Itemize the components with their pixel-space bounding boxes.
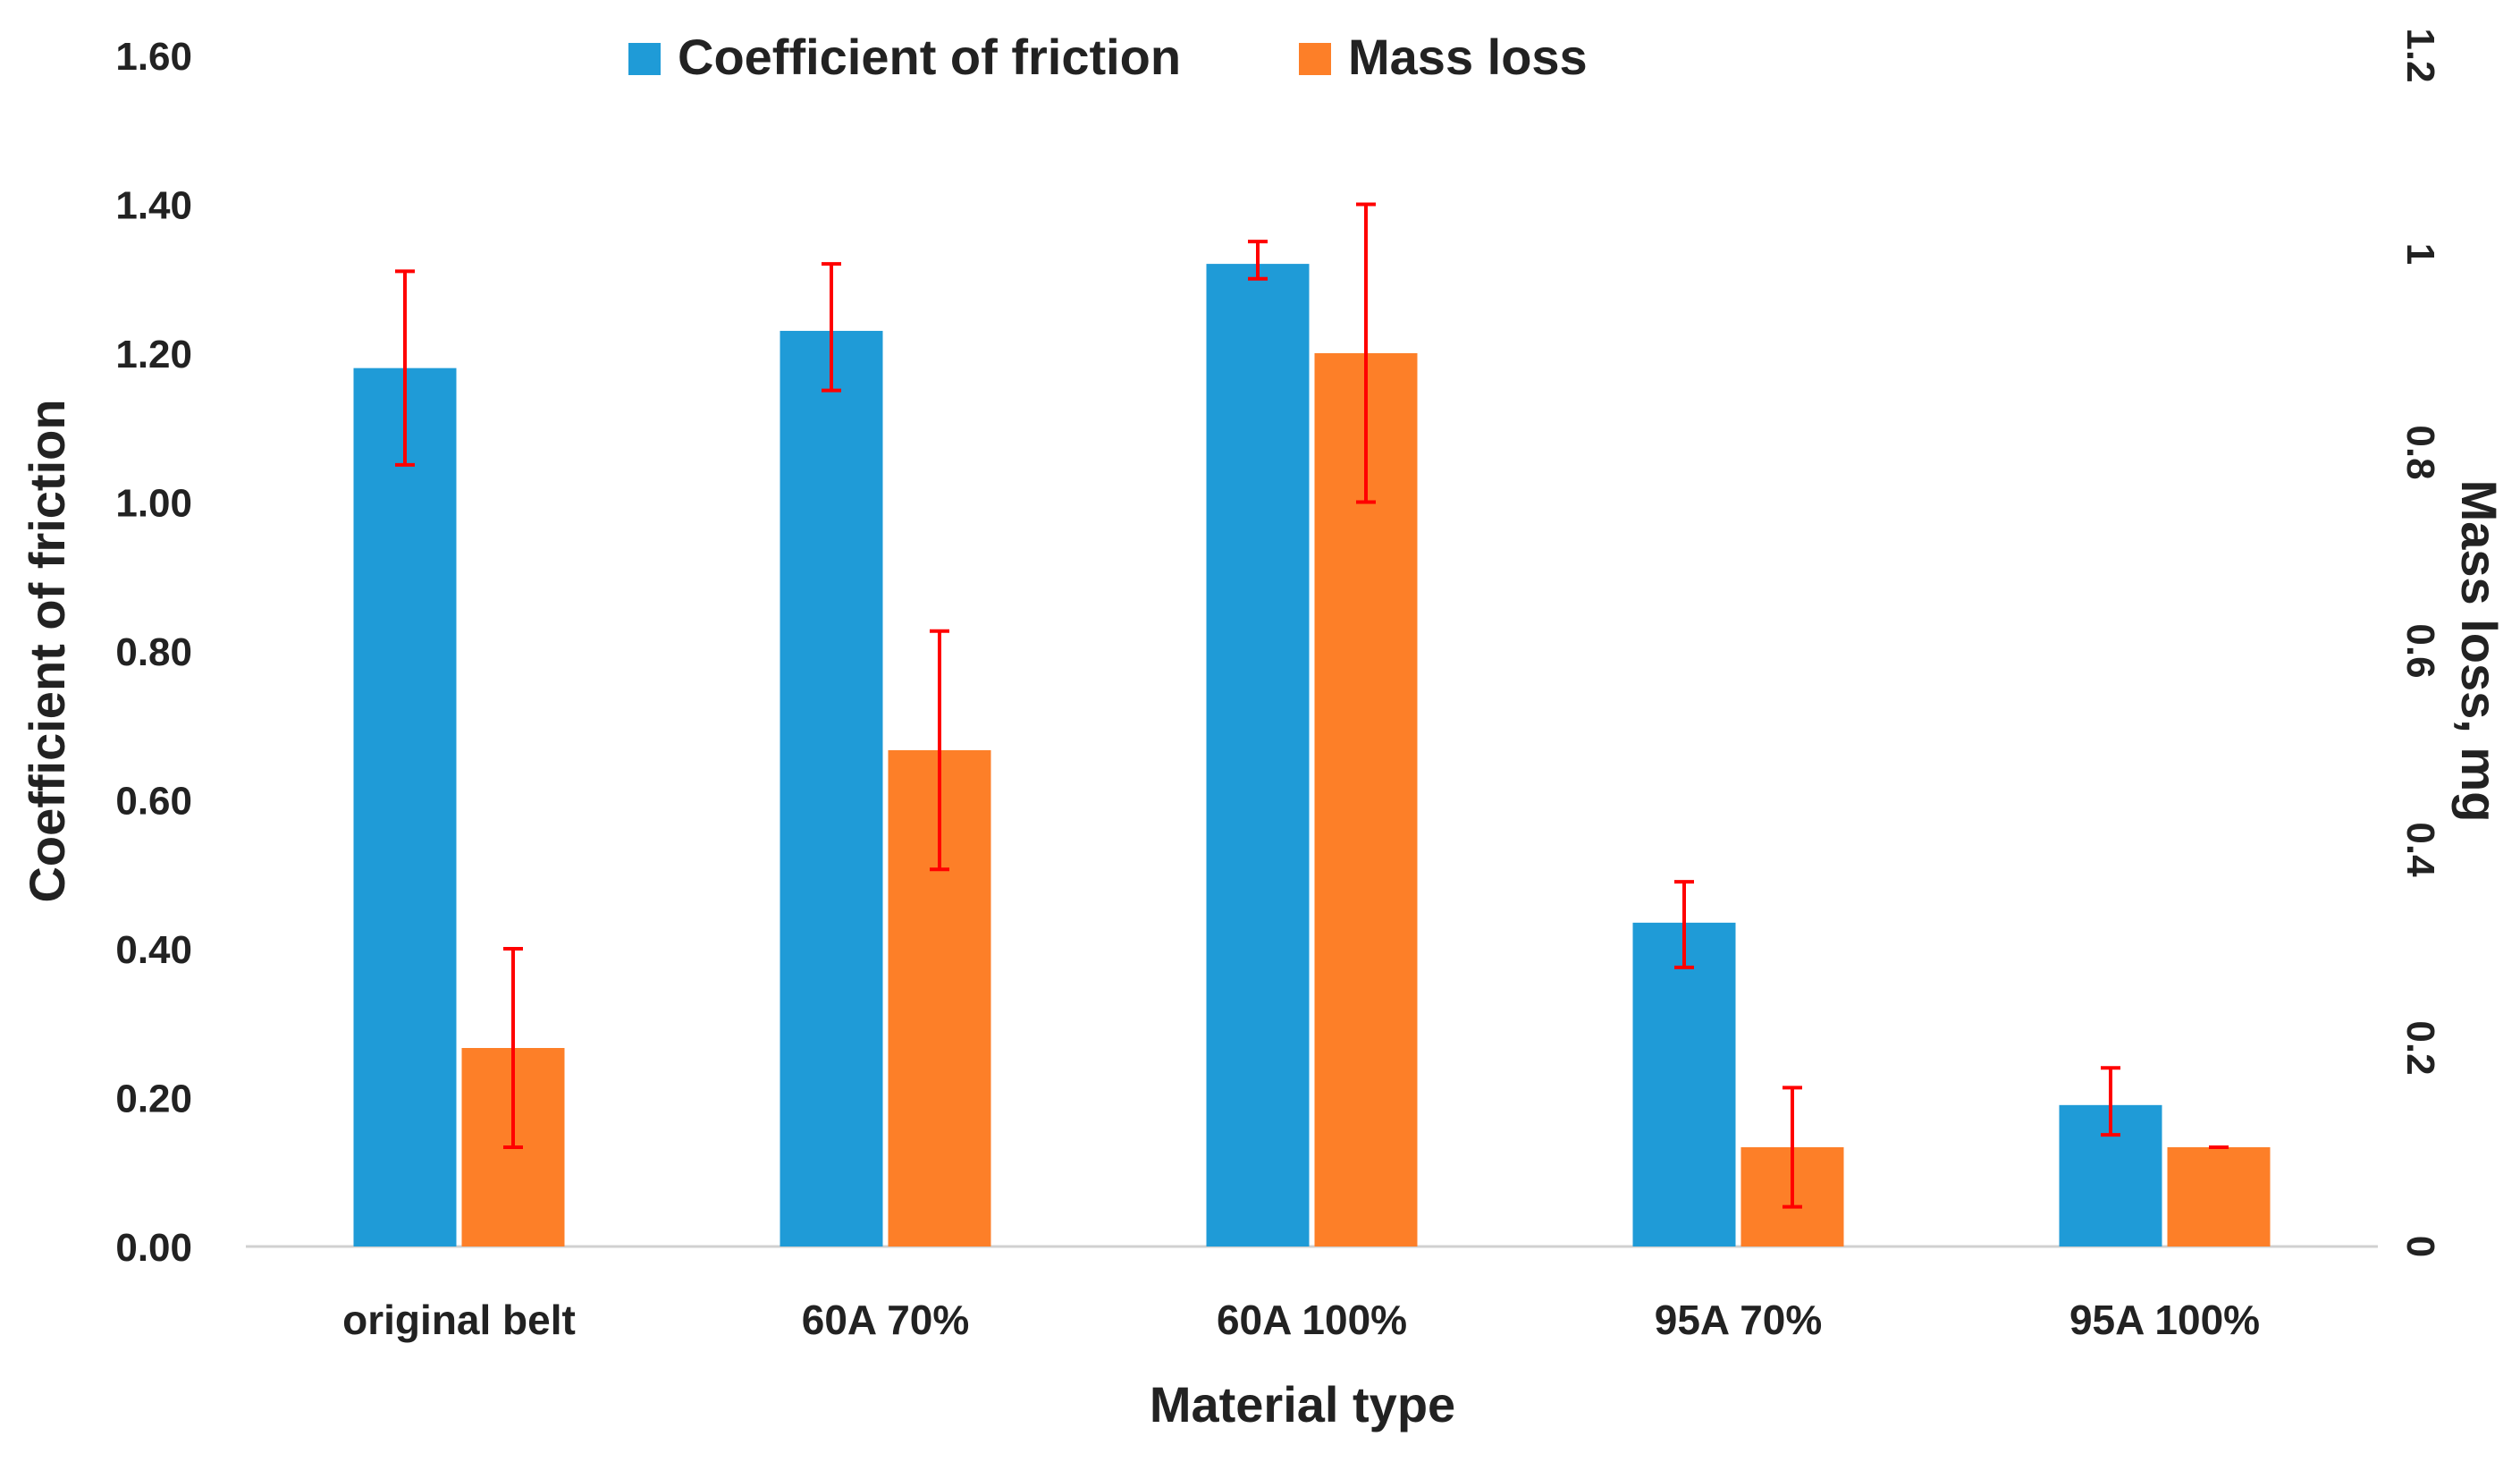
y-tick-label: 0.80 (115, 630, 192, 674)
legend-swatch (1299, 43, 1331, 75)
legend-label: Mass loss (1348, 29, 1588, 85)
y-tick-label: 0.40 (115, 928, 192, 972)
category-label: 95A 70% (1655, 1297, 1823, 1343)
y-tick-label: 0.00 (115, 1226, 192, 1270)
y-tick-label: 0.20 (115, 1077, 192, 1121)
y2-tick-label: 0.2 (2398, 1020, 2442, 1075)
category-label: 60A 100% (1217, 1297, 1407, 1343)
y2-axis-title: Mass loss, mg (2451, 480, 2507, 823)
y2-tick-label: 0.8 (2398, 425, 2442, 479)
labels-layer: 0.00 0.20 0.40 0.60 0.80 1.00 1.20 1.40 1.60 0 0.2… (19, 28, 2507, 1432)
y-tick-label: 0.60 (115, 780, 192, 824)
bar-mass-loss (2167, 1147, 2271, 1247)
y-tick-label: 1.20 (115, 333, 192, 376)
error-bars-layer (395, 202, 2229, 1209)
legend: Coefficient of friction Mass loss (628, 29, 1588, 85)
bar-coefficient-of-friction (1206, 264, 1310, 1247)
category-label: original belt (342, 1297, 576, 1343)
y-tick-label: 1.00 (115, 482, 192, 526)
bars-layer (353, 264, 2271, 1247)
y-axis-title: Coefficient of friction (19, 399, 75, 902)
y2-tick-label: 0.4 (2398, 822, 2442, 877)
y2-tick-label: 1.2 (2398, 28, 2442, 82)
bar-coefficient-of-friction (1632, 922, 1736, 1247)
y2-tick-label: 1 (2398, 243, 2442, 265)
x-axis-title: Material type (1150, 1376, 1455, 1432)
category-label: 60A 70% (802, 1297, 970, 1343)
y2-tick-label: 0.6 (2398, 623, 2442, 678)
legend-label: Coefficient of friction (678, 29, 1181, 85)
bar-coefficient-of-friction (780, 331, 883, 1247)
y-tick-label: 1.60 (115, 35, 192, 79)
y-tick-label: 1.40 (115, 184, 192, 228)
legend-swatch (628, 43, 661, 75)
category-label: 95A 100% (2069, 1297, 2260, 1343)
bar-coefficient-of-friction (353, 368, 457, 1247)
y2-tick-label: 0 (2398, 1236, 2442, 1257)
